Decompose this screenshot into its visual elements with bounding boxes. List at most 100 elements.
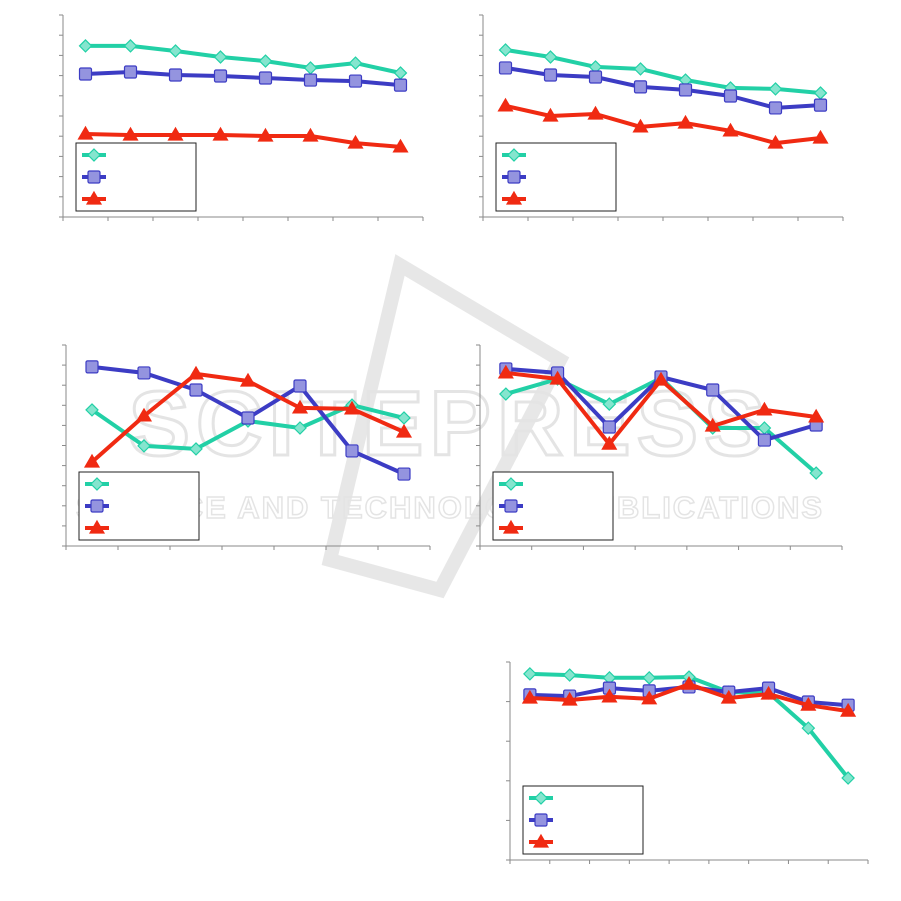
point bbox=[291, 399, 309, 414]
point bbox=[588, 70, 603, 84]
point bbox=[706, 383, 720, 397]
point bbox=[542, 107, 559, 122]
point bbox=[498, 61, 513, 75]
point bbox=[760, 685, 777, 700]
point bbox=[502, 519, 520, 534]
point bbox=[767, 134, 784, 149]
point bbox=[135, 407, 153, 422]
chart bbox=[59, 14, 424, 221]
point bbox=[122, 126, 139, 141]
point bbox=[521, 689, 538, 704]
chart bbox=[476, 344, 843, 550]
point bbox=[303, 73, 318, 87]
legend bbox=[522, 785, 644, 855]
point bbox=[507, 148, 521, 162]
point bbox=[239, 372, 257, 387]
point bbox=[652, 371, 670, 386]
chart bbox=[62, 344, 431, 550]
point bbox=[345, 444, 359, 458]
point bbox=[534, 791, 548, 805]
point bbox=[189, 383, 203, 397]
point bbox=[87, 148, 101, 162]
point bbox=[302, 127, 319, 142]
point bbox=[83, 453, 101, 468]
point bbox=[601, 688, 618, 703]
point bbox=[90, 477, 104, 491]
point bbox=[498, 43, 513, 57]
point bbox=[800, 696, 817, 711]
point bbox=[704, 417, 721, 432]
point bbox=[813, 86, 828, 100]
point bbox=[348, 74, 363, 88]
point bbox=[720, 689, 737, 704]
point bbox=[187, 365, 205, 380]
point bbox=[497, 97, 514, 112]
point bbox=[801, 721, 816, 735]
point bbox=[723, 89, 738, 103]
point bbox=[808, 408, 825, 423]
point bbox=[641, 690, 658, 705]
point bbox=[241, 411, 255, 425]
point bbox=[757, 433, 772, 447]
point bbox=[78, 39, 93, 53]
point bbox=[258, 54, 273, 68]
point bbox=[813, 98, 828, 112]
point bbox=[167, 126, 184, 141]
legend bbox=[78, 471, 200, 541]
point bbox=[505, 190, 523, 205]
point bbox=[78, 67, 93, 81]
series-line bbox=[505, 103, 821, 146]
watermark-book bbox=[321, 254, 570, 599]
point bbox=[303, 61, 318, 75]
point bbox=[343, 400, 361, 415]
point bbox=[213, 50, 228, 64]
point bbox=[123, 39, 138, 53]
series-line bbox=[505, 47, 821, 95]
series-line bbox=[85, 43, 401, 75]
legend bbox=[495, 142, 617, 212]
point bbox=[549, 370, 566, 385]
point bbox=[123, 65, 138, 79]
point bbox=[677, 114, 694, 129]
point bbox=[168, 44, 183, 58]
point bbox=[213, 69, 228, 83]
point bbox=[543, 68, 558, 82]
point bbox=[499, 387, 513, 401]
series-line bbox=[85, 132, 401, 149]
point bbox=[602, 397, 617, 411]
point bbox=[137, 366, 151, 380]
point bbox=[393, 78, 408, 92]
point bbox=[212, 126, 229, 141]
point bbox=[602, 420, 616, 434]
point bbox=[523, 667, 537, 681]
point bbox=[77, 125, 94, 140]
point bbox=[504, 477, 518, 491]
point bbox=[85, 403, 99, 417]
point bbox=[678, 83, 693, 97]
point bbox=[532, 833, 550, 848]
point bbox=[504, 499, 518, 513]
legend bbox=[75, 142, 197, 212]
point bbox=[189, 442, 203, 456]
point bbox=[840, 702, 857, 717]
point bbox=[395, 423, 413, 438]
point bbox=[561, 691, 578, 706]
point bbox=[258, 71, 273, 85]
point bbox=[534, 813, 548, 827]
point bbox=[756, 401, 773, 416]
chart bbox=[479, 14, 844, 221]
point bbox=[633, 80, 648, 94]
watermark-subtitle: SCIENCE AND TECHNOLOGY PUBLICATIONS bbox=[76, 490, 824, 525]
point bbox=[632, 118, 649, 133]
watermark-title: SCITEPRESS bbox=[129, 373, 772, 475]
point bbox=[812, 129, 829, 144]
legend bbox=[492, 471, 614, 541]
point bbox=[85, 190, 103, 205]
point bbox=[87, 170, 101, 184]
point bbox=[347, 134, 364, 149]
point bbox=[88, 519, 106, 534]
point bbox=[642, 670, 657, 685]
point bbox=[397, 467, 411, 481]
point bbox=[809, 466, 823, 480]
